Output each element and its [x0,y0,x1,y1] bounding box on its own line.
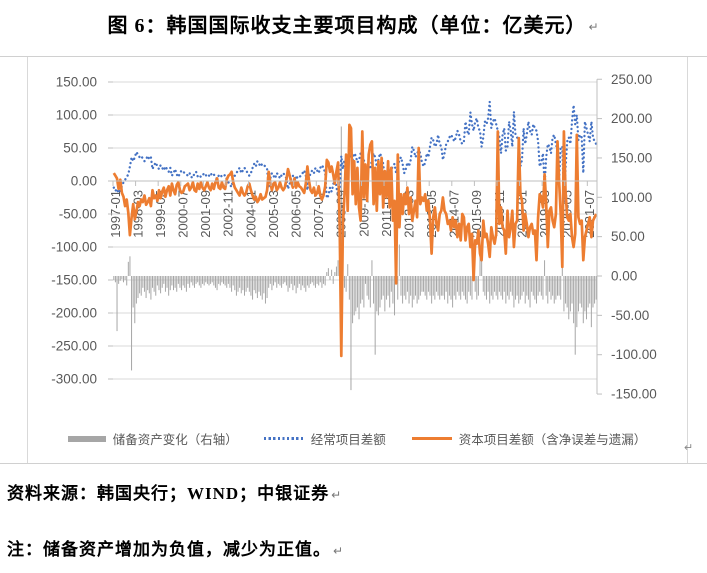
svg-text:100.00: 100.00 [56,108,97,123]
svg-text:2004-01: 2004-01 [243,190,258,238]
svg-text:50.00: 50.00 [63,141,97,156]
svg-text:0.00: 0.00 [611,269,637,284]
paragraph-mark-icon: ↵ [333,544,345,559]
svg-text:-50.00: -50.00 [611,308,649,323]
blue-dotted-line-swatch-icon [263,437,304,440]
svg-text:250.00: 250.00 [611,72,652,87]
source-note: 资料来源：韩国央行；WIND；中银证券 ↵ [7,479,342,504]
svg-text:-150.00: -150.00 [51,273,97,288]
chart-paragraph-mark-icon: ↵ [684,442,694,454]
source-note-text: 资料来源：韩国央行；WIND；中银证券 [7,484,330,503]
svg-text:2015-09: 2015-09 [469,190,484,238]
legend-label-capital-account: 资本项目差额（含净误差与遗漏） [458,433,647,447]
svg-text:2000-07: 2000-07 [176,190,191,238]
svg-text:150.00: 150.00 [56,75,97,90]
legend-item-capital-account: 资本项目差额（含净误差与遗漏） [411,429,647,448]
svg-text:-150.00: -150.00 [611,387,657,402]
legend-item-current-account: 经常项目差额 [263,429,386,448]
svg-text:2005-03: 2005-03 [266,190,281,238]
svg-text:50.00: 50.00 [611,229,645,244]
svg-text:-200.00: -200.00 [51,306,97,321]
svg-text:200.00: 200.00 [611,111,652,126]
legend-label-current-account: 经常项目差额 [310,433,386,447]
svg-text:150.00: 150.00 [611,150,652,165]
svg-text:2006-05: 2006-05 [289,190,304,238]
gray-bar-swatch-icon [67,435,106,442]
legend-label-reserve: 储备资产变化（右轴） [112,433,238,447]
svg-text:-50.00: -50.00 [59,207,97,222]
figure-title: 图 6：韩国国际收支主要项目构成（单位：亿美元） ↵ [0,9,707,38]
orange-line-swatch-icon [411,437,452,440]
paragraph-mark-icon: ↵ [588,20,600,35]
svg-text:-250.00: -250.00 [51,339,97,354]
svg-text:2007-07: 2007-07 [311,190,326,238]
sign-convention-note-text: 注：储备资产增加为负值，减少为正值。 [7,540,331,559]
figure-title-text: 图 6：韩国国际收支主要项目构成（单位：亿美元） [107,15,587,37]
chart-legend: 储备资产变化（右轴） 经常项目差额 资本项目差额（含净误差与遗漏） [27,429,687,448]
sign-convention-note: 注：储备资产增加为负值，减少为正值。 ↵ [7,535,344,560]
svg-text:-100.00: -100.00 [51,240,97,255]
svg-text:-300.00: -300.00 [51,372,97,387]
svg-text:0.00: 0.00 [71,174,97,189]
svg-text:100.00: 100.00 [611,190,652,205]
paragraph-mark-icon: ↵ [331,488,343,503]
svg-text:2001-09: 2001-09 [198,190,213,238]
legend-item-reserve-bars: 储备资产变化（右轴） [67,429,238,448]
svg-text:1997-01: 1997-01 [108,190,123,238]
svg-text:2002-11: 2002-11 [221,190,236,237]
svg-text:-100.00: -100.00 [611,347,657,362]
